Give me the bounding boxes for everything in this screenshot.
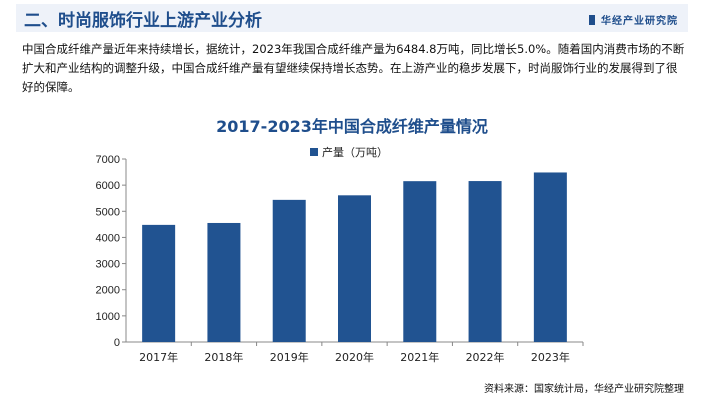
bar	[533, 172, 567, 342]
y-tick-label: 2000	[96, 285, 120, 297]
brand-logo: 华经产业研究院	[589, 12, 678, 27]
bar	[338, 195, 371, 342]
x-tick-label: 2021年	[400, 350, 439, 364]
legend-swatch	[310, 148, 318, 156]
bar	[468, 181, 502, 342]
y-tick-label: 3000	[96, 259, 120, 271]
bar	[142, 224, 176, 342]
y-tick-label: 5000	[96, 206, 120, 218]
brand-name: 华经产业研究院	[601, 16, 678, 27]
logo-icon	[589, 15, 595, 25]
description-paragraph: 中国合成纤维产量近年来持续增长，据统计，2023年我国合成纤维产量为6484.8…	[22, 42, 685, 94]
x-tick-label: 2019年	[270, 350, 309, 364]
chart-legend: 产量（万吨）	[310, 144, 388, 160]
x-tick-label: 2023年	[531, 350, 570, 364]
x-tick-label: 2022年	[466, 350, 505, 364]
source-note: 资料来源：国家统计局，华经产业研究院整理	[484, 384, 684, 395]
x-tick-label: 2017年	[139, 350, 178, 364]
chart-title: 2017-2023年中国合成纤维产量情况	[216, 117, 488, 136]
bar	[272, 199, 306, 342]
x-tick-label: 2018年	[204, 350, 243, 364]
bar	[403, 181, 437, 342]
y-tick-label: 7000	[96, 154, 120, 166]
x-tick-label: 2020年	[335, 350, 374, 364]
section-header: 二、时尚服饰行业上游产业分析 华经产业研究院	[16, 4, 688, 32]
y-tick-label: 6000	[96, 180, 120, 192]
y-tick-label: 1000	[96, 311, 120, 323]
section-title: 二、时尚服饰行业上游产业分析	[24, 11, 262, 31]
y-tick-label: 0	[114, 337, 120, 349]
legend-label: 产量（万吨）	[322, 146, 388, 159]
y-tick-label: 4000	[96, 232, 120, 244]
bar	[207, 222, 241, 342]
